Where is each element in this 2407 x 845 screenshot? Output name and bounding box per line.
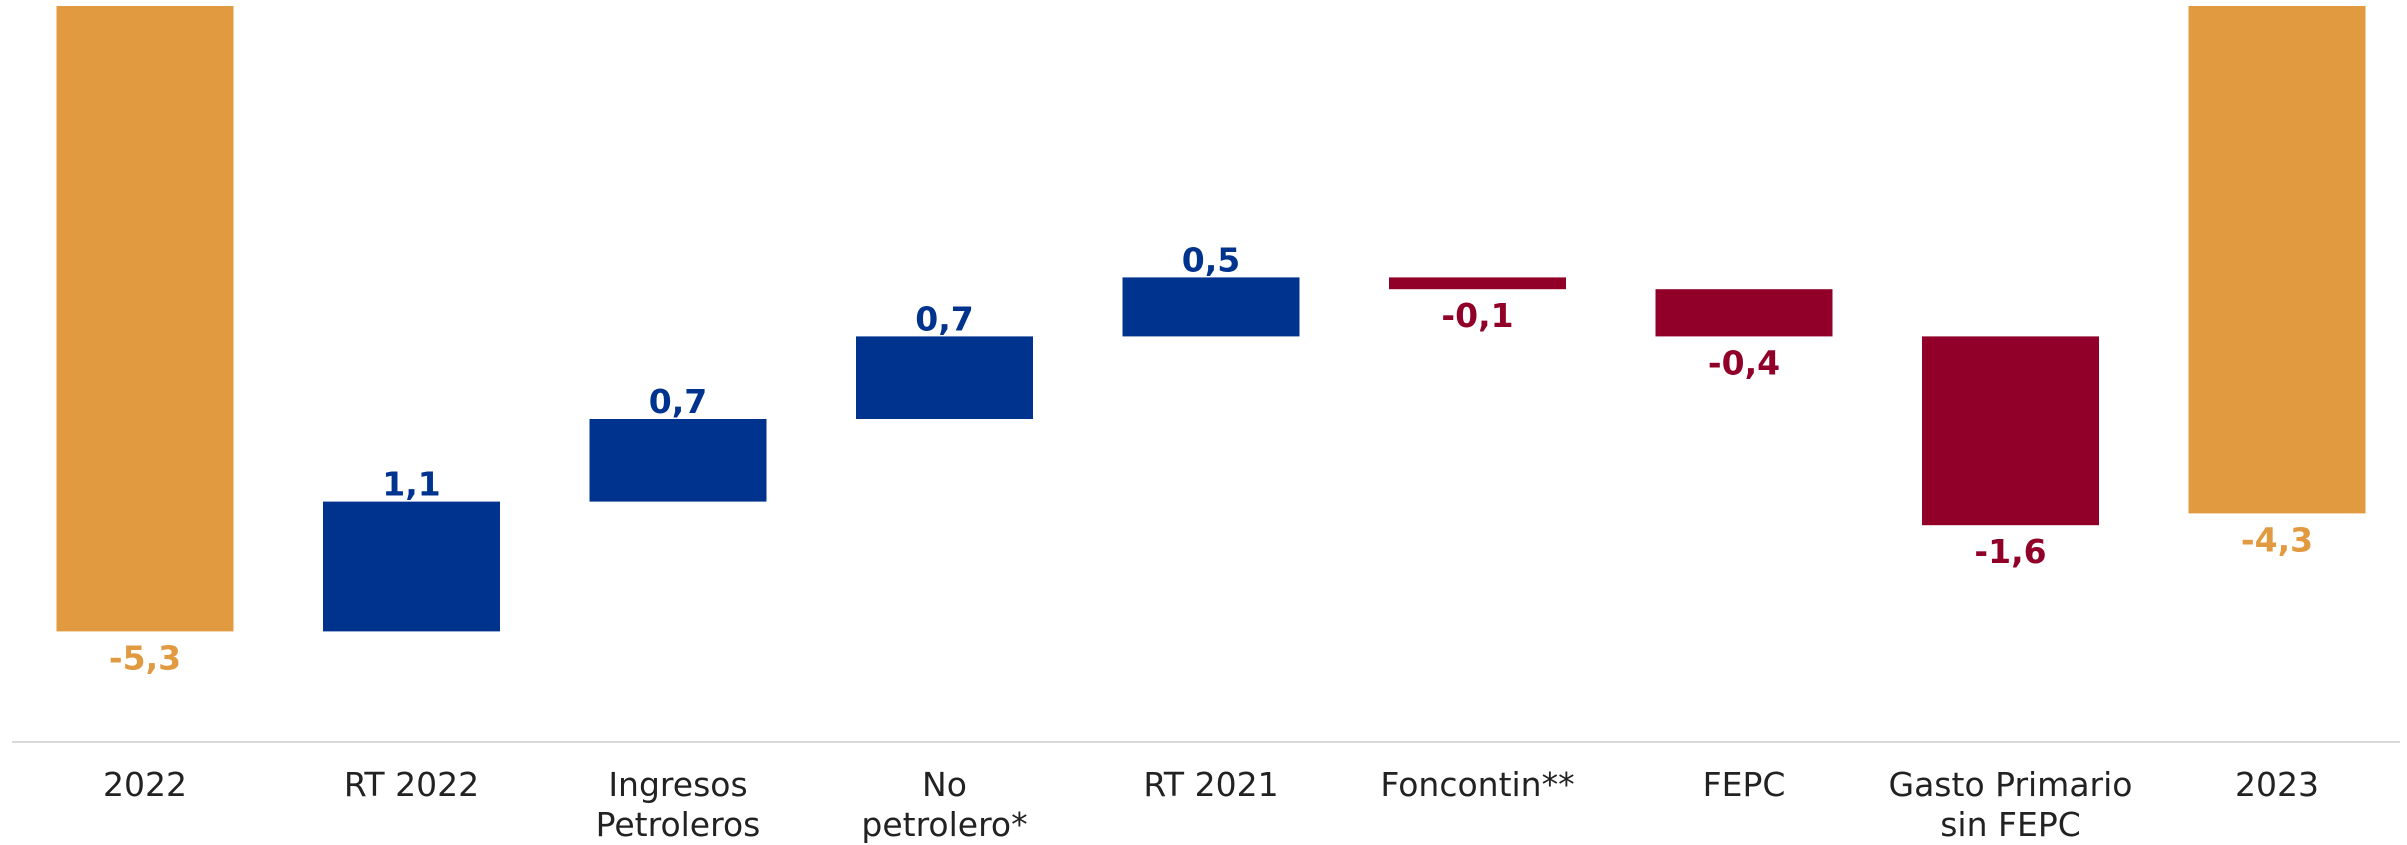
category-label-1: RT 2022 <box>344 765 479 804</box>
category-label-2: Ingresos Petroleros <box>596 765 761 844</box>
value-label-5: -0,1 <box>1441 296 1513 335</box>
category-label-line: 2023 <box>2235 765 2319 804</box>
category-label-line: Foncontin** <box>1380 765 1574 804</box>
bar-3 <box>856 336 1033 419</box>
category-labels-group: 2022 RT 2022 Ingresos Petroleros No petrolero… <box>103 765 2319 844</box>
value-label-3: 0,7 <box>915 299 973 338</box>
category-label-4: RT 2021 <box>1143 765 1278 804</box>
bar-0 <box>56 6 234 632</box>
category-label-line: sin FEPC <box>1940 805 2081 844</box>
bar-6 <box>1655 289 1833 337</box>
category-label-5: Foncontin** <box>1380 765 1574 804</box>
value-label-8: -4,3 <box>2241 520 2313 559</box>
category-label-8: 2023 <box>2235 765 2319 804</box>
category-label-3: No petrolero* <box>861 765 1027 844</box>
category-label-line: RT 2022 <box>344 765 479 804</box>
category-label-line: Petroleros <box>596 805 761 844</box>
bar-1 <box>323 501 500 632</box>
category-label-line: Gasto Primario <box>1889 765 2133 804</box>
bars-group <box>56 6 2366 632</box>
bar-2 <box>589 419 767 502</box>
value-label-0: -5,3 <box>109 638 181 677</box>
category-label-6: FEPC <box>1703 765 1786 804</box>
category-label-line: FEPC <box>1703 765 1786 804</box>
category-label-line: petrolero* <box>861 805 1027 844</box>
value-labels-group: -5,3 1,1 0,7 0,7 0,5 -0,1 -0,4 -1,6 -4,3 <box>109 240 2313 677</box>
value-label-2: 0,7 <box>649 382 707 421</box>
category-label-7: Gasto Primario sin FEPC <box>1889 765 2133 844</box>
bar-8 <box>2188 6 2366 514</box>
category-label-line: No <box>922 765 967 804</box>
bar-7 <box>1922 336 2099 526</box>
value-label-4: 0,5 <box>1182 240 1240 279</box>
value-label-6: -0,4 <box>1708 343 1780 382</box>
category-label-line: 2022 <box>103 765 187 804</box>
bar-5 <box>1389 277 1566 290</box>
category-label-line: RT 2021 <box>1143 765 1278 804</box>
category-label-0: 2022 <box>103 765 187 804</box>
bar-4 <box>1122 277 1300 337</box>
category-label-line: Ingresos <box>608 765 747 804</box>
value-label-7: -1,6 <box>1974 532 2046 571</box>
value-label-1: 1,1 <box>382 465 440 504</box>
